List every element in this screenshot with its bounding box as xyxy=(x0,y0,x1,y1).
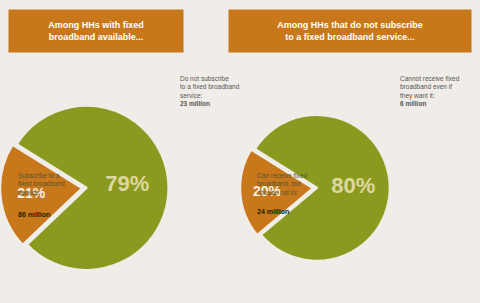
svg-text:86 million: 86 million xyxy=(18,211,50,218)
svg-text:Can receive fixedbroadband, bu: Can receive fixedbroadband, butchoose no… xyxy=(257,172,308,196)
svg-text:Among HHs with fixedbroadband: Among HHs with fixedbroadband available.… xyxy=(48,20,144,42)
svg-text:21%: 21% xyxy=(17,185,46,201)
svg-text:79%: 79% xyxy=(105,171,149,196)
svg-text:Among HHs that do not subscrib: Among HHs that do not subscribeto a fixe… xyxy=(277,20,423,42)
svg-text:Do not subscribeto a fixed bro: Do not subscribeto a fixed broadbandserv… xyxy=(180,75,240,107)
svg-text:Subscribe to afixed broadbands: Subscribe to afixed broadbandservice: xyxy=(18,172,65,196)
svg-text:20%: 20% xyxy=(253,183,282,199)
svg-text:Cannot receive fixedbroadband: Cannot receive fixedbroadband even ifthe… xyxy=(400,75,460,107)
svg-text:80%: 80% xyxy=(331,173,375,198)
svg-text:24 million: 24 million xyxy=(257,208,289,215)
